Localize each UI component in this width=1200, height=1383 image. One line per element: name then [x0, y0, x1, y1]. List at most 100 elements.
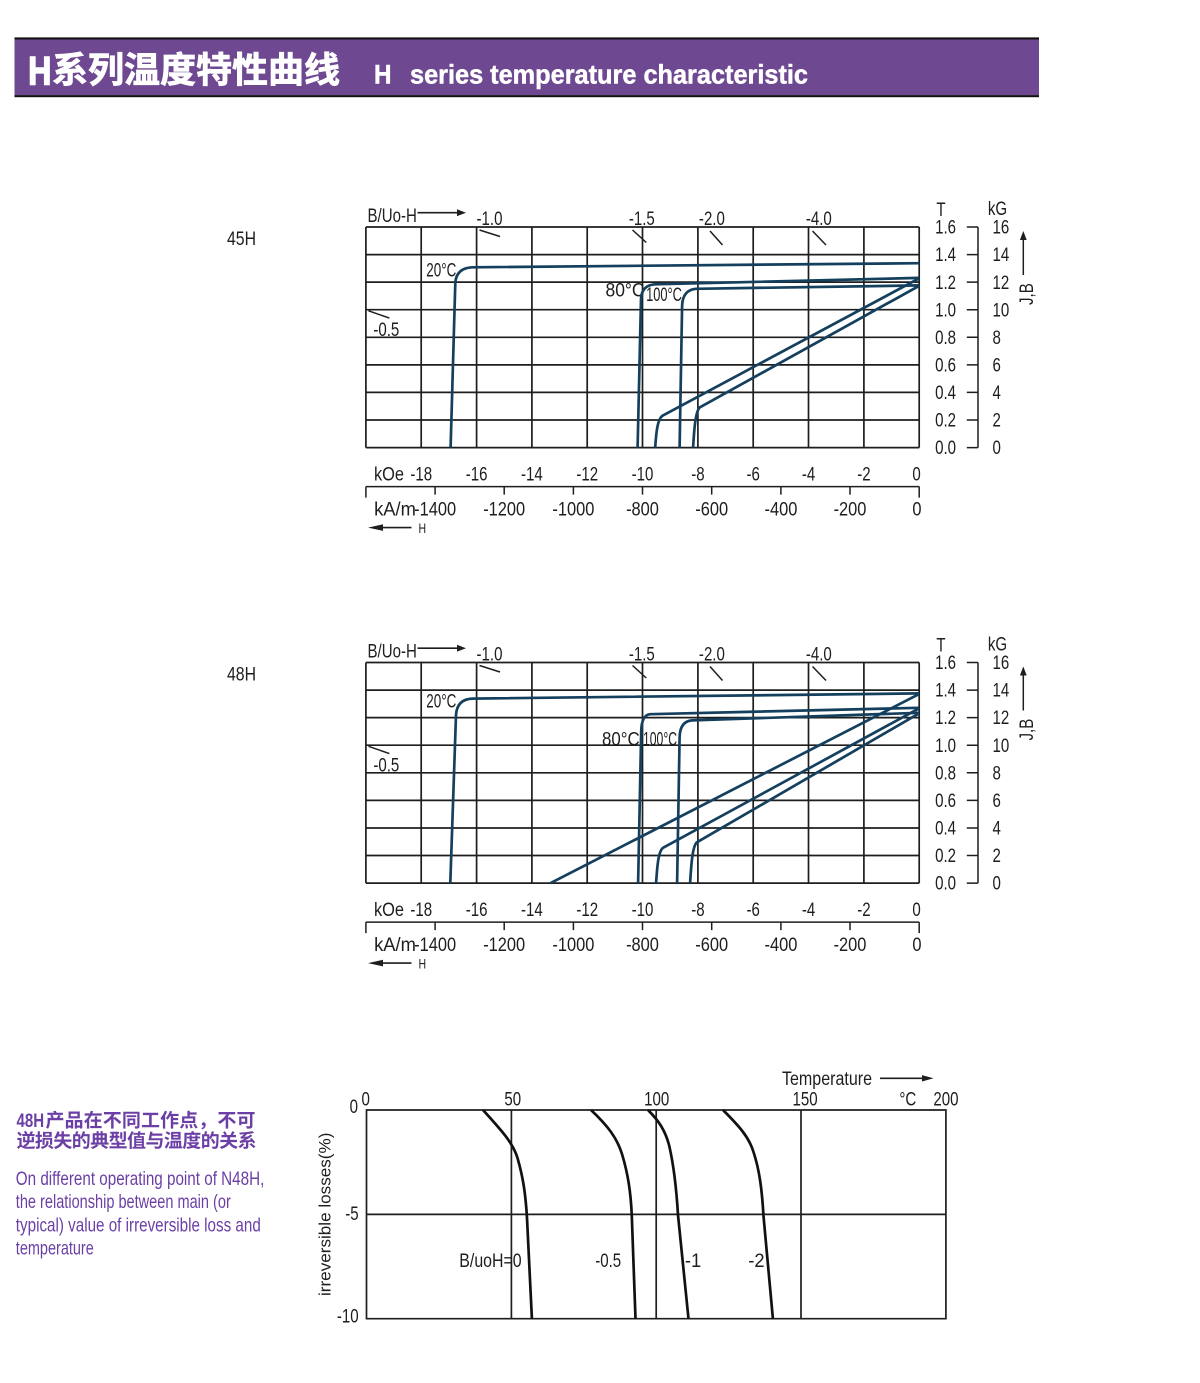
svg-text:1.2: 1.2 [935, 706, 956, 728]
svg-text:-2: -2 [748, 1250, 764, 1272]
svg-text:temperature: temperature [16, 1238, 94, 1260]
svg-text:0: 0 [912, 498, 921, 520]
svg-text:the relationship between main: the relationship between main (or [16, 1191, 231, 1213]
svg-text:-1: -1 [685, 1250, 701, 1272]
svg-text:20°C: 20°C [426, 261, 456, 282]
svg-text:-4: -4 [802, 898, 816, 920]
svg-text:-400: -400 [764, 498, 797, 520]
svg-text:-1200: -1200 [483, 498, 525, 520]
svg-text:48H: 48H [17, 1109, 45, 1131]
svg-text:-6: -6 [747, 898, 760, 920]
svg-text:-6: -6 [747, 463, 760, 485]
svg-text:0: 0 [993, 872, 1001, 894]
svg-text:J,B: J,B [1015, 719, 1037, 741]
svg-text:150: 150 [792, 1088, 817, 1110]
svg-text:B/Uo-H: B/Uo-H [368, 204, 417, 226]
svg-text:kOe: kOe [374, 899, 404, 921]
svg-text:6: 6 [993, 354, 1001, 376]
svg-text:14: 14 [993, 243, 1010, 265]
svg-text:0.2: 0.2 [935, 844, 956, 866]
svg-text:2: 2 [993, 409, 1001, 431]
svg-text:kOe: kOe [374, 463, 404, 485]
svg-text:6: 6 [993, 789, 1001, 811]
svg-text:12: 12 [993, 706, 1010, 728]
svg-text:8: 8 [993, 326, 1001, 348]
svg-text:4: 4 [993, 817, 1002, 839]
svg-text:4: 4 [993, 381, 1002, 403]
svg-text:1.4: 1.4 [935, 243, 956, 265]
svg-text:-1.0: -1.0 [477, 207, 503, 229]
svg-text:-1200: -1200 [483, 934, 525, 956]
svg-text:0: 0 [912, 463, 920, 485]
svg-text:B/uoH=0: B/uoH=0 [459, 1251, 521, 1272]
svg-text:kA/m: kA/m [374, 934, 416, 956]
svg-text:20°C: 20°C [426, 692, 456, 713]
svg-text:12: 12 [993, 271, 1010, 293]
svg-text:-8: -8 [691, 898, 704, 920]
svg-text:-14: -14 [521, 463, 543, 485]
svg-text:1.6: 1.6 [935, 651, 956, 673]
svg-text:-1.5: -1.5 [629, 207, 655, 229]
svg-text:-1000: -1000 [552, 934, 594, 956]
svg-text:16: 16 [993, 216, 1010, 238]
svg-text:80°C: 80°C [602, 730, 640, 751]
svg-text:-4.0: -4.0 [806, 207, 832, 229]
svg-text:-1.0: -1.0 [477, 643, 503, 665]
svg-text:Temperature: Temperature [782, 1069, 872, 1090]
svg-text:-18: -18 [410, 898, 432, 920]
svg-text:-0.5: -0.5 [595, 1249, 621, 1271]
svg-text:-200: -200 [834, 498, 867, 520]
svg-text:kG: kG [988, 633, 1007, 655]
svg-text:0.0: 0.0 [935, 872, 956, 894]
svg-text:-600: -600 [695, 498, 728, 520]
svg-text:0: 0 [912, 898, 920, 920]
svg-text:0.0: 0.0 [935, 436, 956, 458]
svg-text:0: 0 [993, 436, 1001, 458]
svg-text:series temperature characteris: series temperature characteristic [410, 59, 808, 89]
svg-text:On different operating point o: On different operating point of N48H, [16, 1168, 265, 1190]
svg-text:2: 2 [993, 844, 1001, 866]
svg-text:H: H [374, 59, 392, 89]
svg-text:100°C: 100°C [646, 285, 682, 306]
svg-text:-1000: -1000 [552, 498, 594, 520]
svg-text:-2: -2 [857, 898, 870, 920]
svg-text:H: H [419, 956, 427, 972]
svg-text:-8: -8 [691, 463, 704, 485]
svg-text:-5: -5 [345, 1202, 358, 1224]
svg-text:10: 10 [993, 298, 1010, 320]
svg-text:-1.5: -1.5 [629, 643, 655, 665]
svg-text:200: 200 [933, 1088, 958, 1110]
svg-text:80°C: 80°C [606, 280, 645, 301]
svg-text:0.6: 0.6 [935, 789, 956, 811]
svg-text:-10: -10 [632, 898, 654, 920]
svg-text:100: 100 [644, 1088, 669, 1110]
svg-text:100°C: 100°C [643, 730, 677, 751]
svg-text:-2.0: -2.0 [699, 207, 725, 229]
svg-text:-400: -400 [764, 934, 797, 956]
svg-text:typical) value of irreversible: typical) value of irreversible loss and [16, 1214, 261, 1236]
svg-text:1.4: 1.4 [935, 679, 956, 701]
svg-text:-2.0: -2.0 [699, 643, 725, 665]
svg-text:0.8: 0.8 [935, 762, 956, 784]
svg-text:H: H [419, 521, 427, 537]
svg-text:1.0: 1.0 [935, 734, 956, 756]
svg-text:-18: -18 [410, 463, 432, 485]
svg-text:-12: -12 [576, 463, 598, 485]
svg-text:-4: -4 [802, 463, 816, 485]
svg-text:-10: -10 [337, 1305, 359, 1327]
svg-text:-14: -14 [521, 898, 543, 920]
svg-text:-600: -600 [695, 934, 728, 956]
svg-text:0.6: 0.6 [935, 354, 956, 376]
svg-text:-1400: -1400 [414, 498, 456, 520]
svg-text:H: H [28, 48, 51, 93]
svg-text:10: 10 [993, 734, 1010, 756]
svg-text:-0.5: -0.5 [373, 753, 399, 775]
svg-text:0.4: 0.4 [935, 817, 956, 839]
svg-text:B/Uo-H: B/Uo-H [368, 640, 417, 662]
svg-text:°C: °C [899, 1088, 916, 1110]
svg-text:-16: -16 [466, 898, 488, 920]
svg-text:T: T [936, 198, 946, 220]
svg-text:-1400: -1400 [414, 934, 456, 956]
svg-text:kG: kG [988, 197, 1007, 219]
svg-text:kA/m: kA/m [374, 498, 416, 520]
